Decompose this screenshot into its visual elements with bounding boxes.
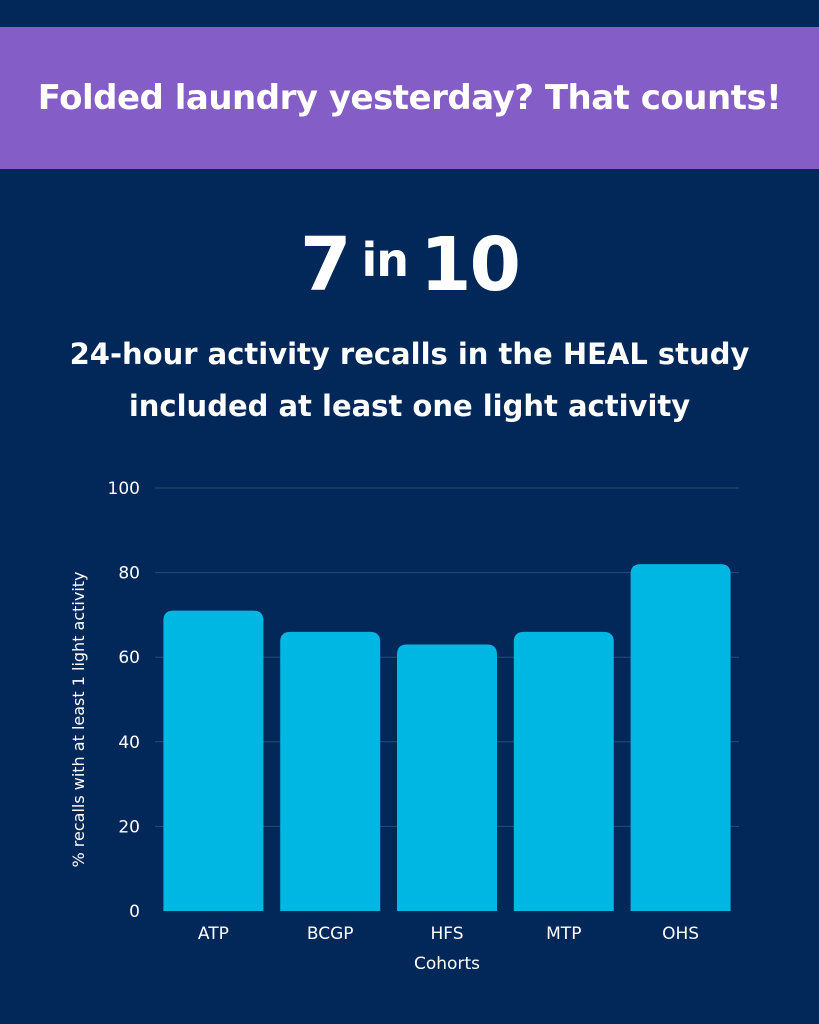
y-axis-label: % recalls with at least 1 light activity (69, 571, 88, 867)
x-tick-label: MTP (546, 924, 581, 944)
bar-mtp (513, 631, 614, 911)
x-axis-label: Cohorts (414, 954, 480, 974)
bar-ohs (630, 564, 731, 911)
chart-subtitle: 24-hour activity recalls in the HEAL stu… (0, 328, 819, 432)
x-tick-label: ATP (198, 924, 229, 944)
y-tick-label: 20 (118, 817, 140, 837)
stat-connector: in (361, 233, 410, 287)
headline-stat: 7 in 10 (0, 228, 819, 302)
y-tick-label: 60 (118, 648, 140, 668)
banner-title: Folded laundry yesterday? That counts! (37, 78, 782, 118)
x-tick-label: HFS (430, 924, 463, 944)
stat-numerator: 7 (300, 222, 351, 308)
bar-atp (163, 610, 264, 911)
x-tick-label: OHS (662, 924, 699, 944)
title-banner: Folded laundry yesterday? That counts! (0, 27, 819, 169)
x-tick-label: BCGP (307, 924, 354, 944)
y-tick-label: 100 (108, 479, 140, 499)
stat-denominator: 10 (420, 222, 521, 308)
bar-hfs (397, 644, 497, 911)
bar-chart: 0 20 40 60 80 100 ATP BCGP HFS MTP OHS Cohorts % rec… (69, 479, 739, 974)
subtitle-line-2: included at least one light activity (128, 389, 691, 423)
bar-bcgp (280, 631, 381, 911)
y-tick-label: 80 (118, 564, 140, 584)
subtitle-line-1: 24-hour activity recalls in the HEAL stu… (69, 337, 750, 371)
y-tick-label: 0 (129, 902, 140, 922)
y-tick-label: 40 (118, 733, 140, 753)
